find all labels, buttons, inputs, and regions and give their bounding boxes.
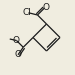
Text: O: O — [42, 3, 49, 12]
Text: O: O — [14, 50, 21, 59]
Text: Cl: Cl — [23, 8, 31, 17]
Text: O: O — [12, 36, 19, 45]
